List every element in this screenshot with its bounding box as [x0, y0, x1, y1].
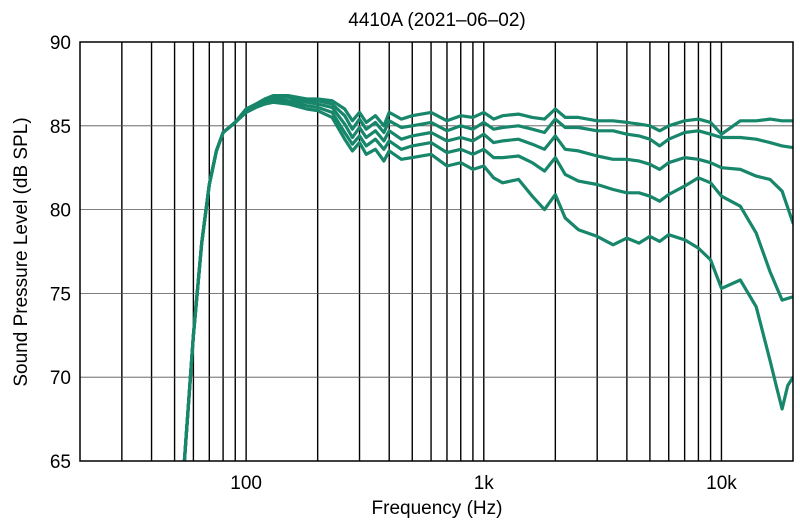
x-tick-label: 100 [230, 473, 262, 494]
series-line-4 [182, 99, 793, 461]
series-line-5 [182, 100, 793, 461]
x-tick-label: 1k [474, 473, 495, 494]
series-lines [182, 94, 793, 461]
y-tick-label: 85 [50, 117, 71, 138]
chart-title: 4410A (2021–06–02) [348, 10, 526, 31]
y-axis-title: Sound Pressure Level (dB SPL) [11, 117, 32, 386]
y-tick-label: 90 [50, 33, 71, 54]
series-line-1 [182, 94, 793, 461]
y-tick-label: 65 [50, 452, 71, 473]
y-tick-labels: 65 70 75 80 85 90 [50, 33, 71, 473]
x-tick-labels: 100 1k 10k [230, 473, 737, 494]
y-tick-label: 80 [50, 201, 71, 222]
x-axis-title: Frequency (Hz) [372, 498, 503, 519]
plot-frame [79, 41, 794, 462]
x-tick-label: 10k [706, 473, 737, 494]
y-tick-label: 70 [50, 368, 71, 389]
y-tick-label: 75 [50, 284, 71, 305]
grid-lines [80, 42, 793, 461]
